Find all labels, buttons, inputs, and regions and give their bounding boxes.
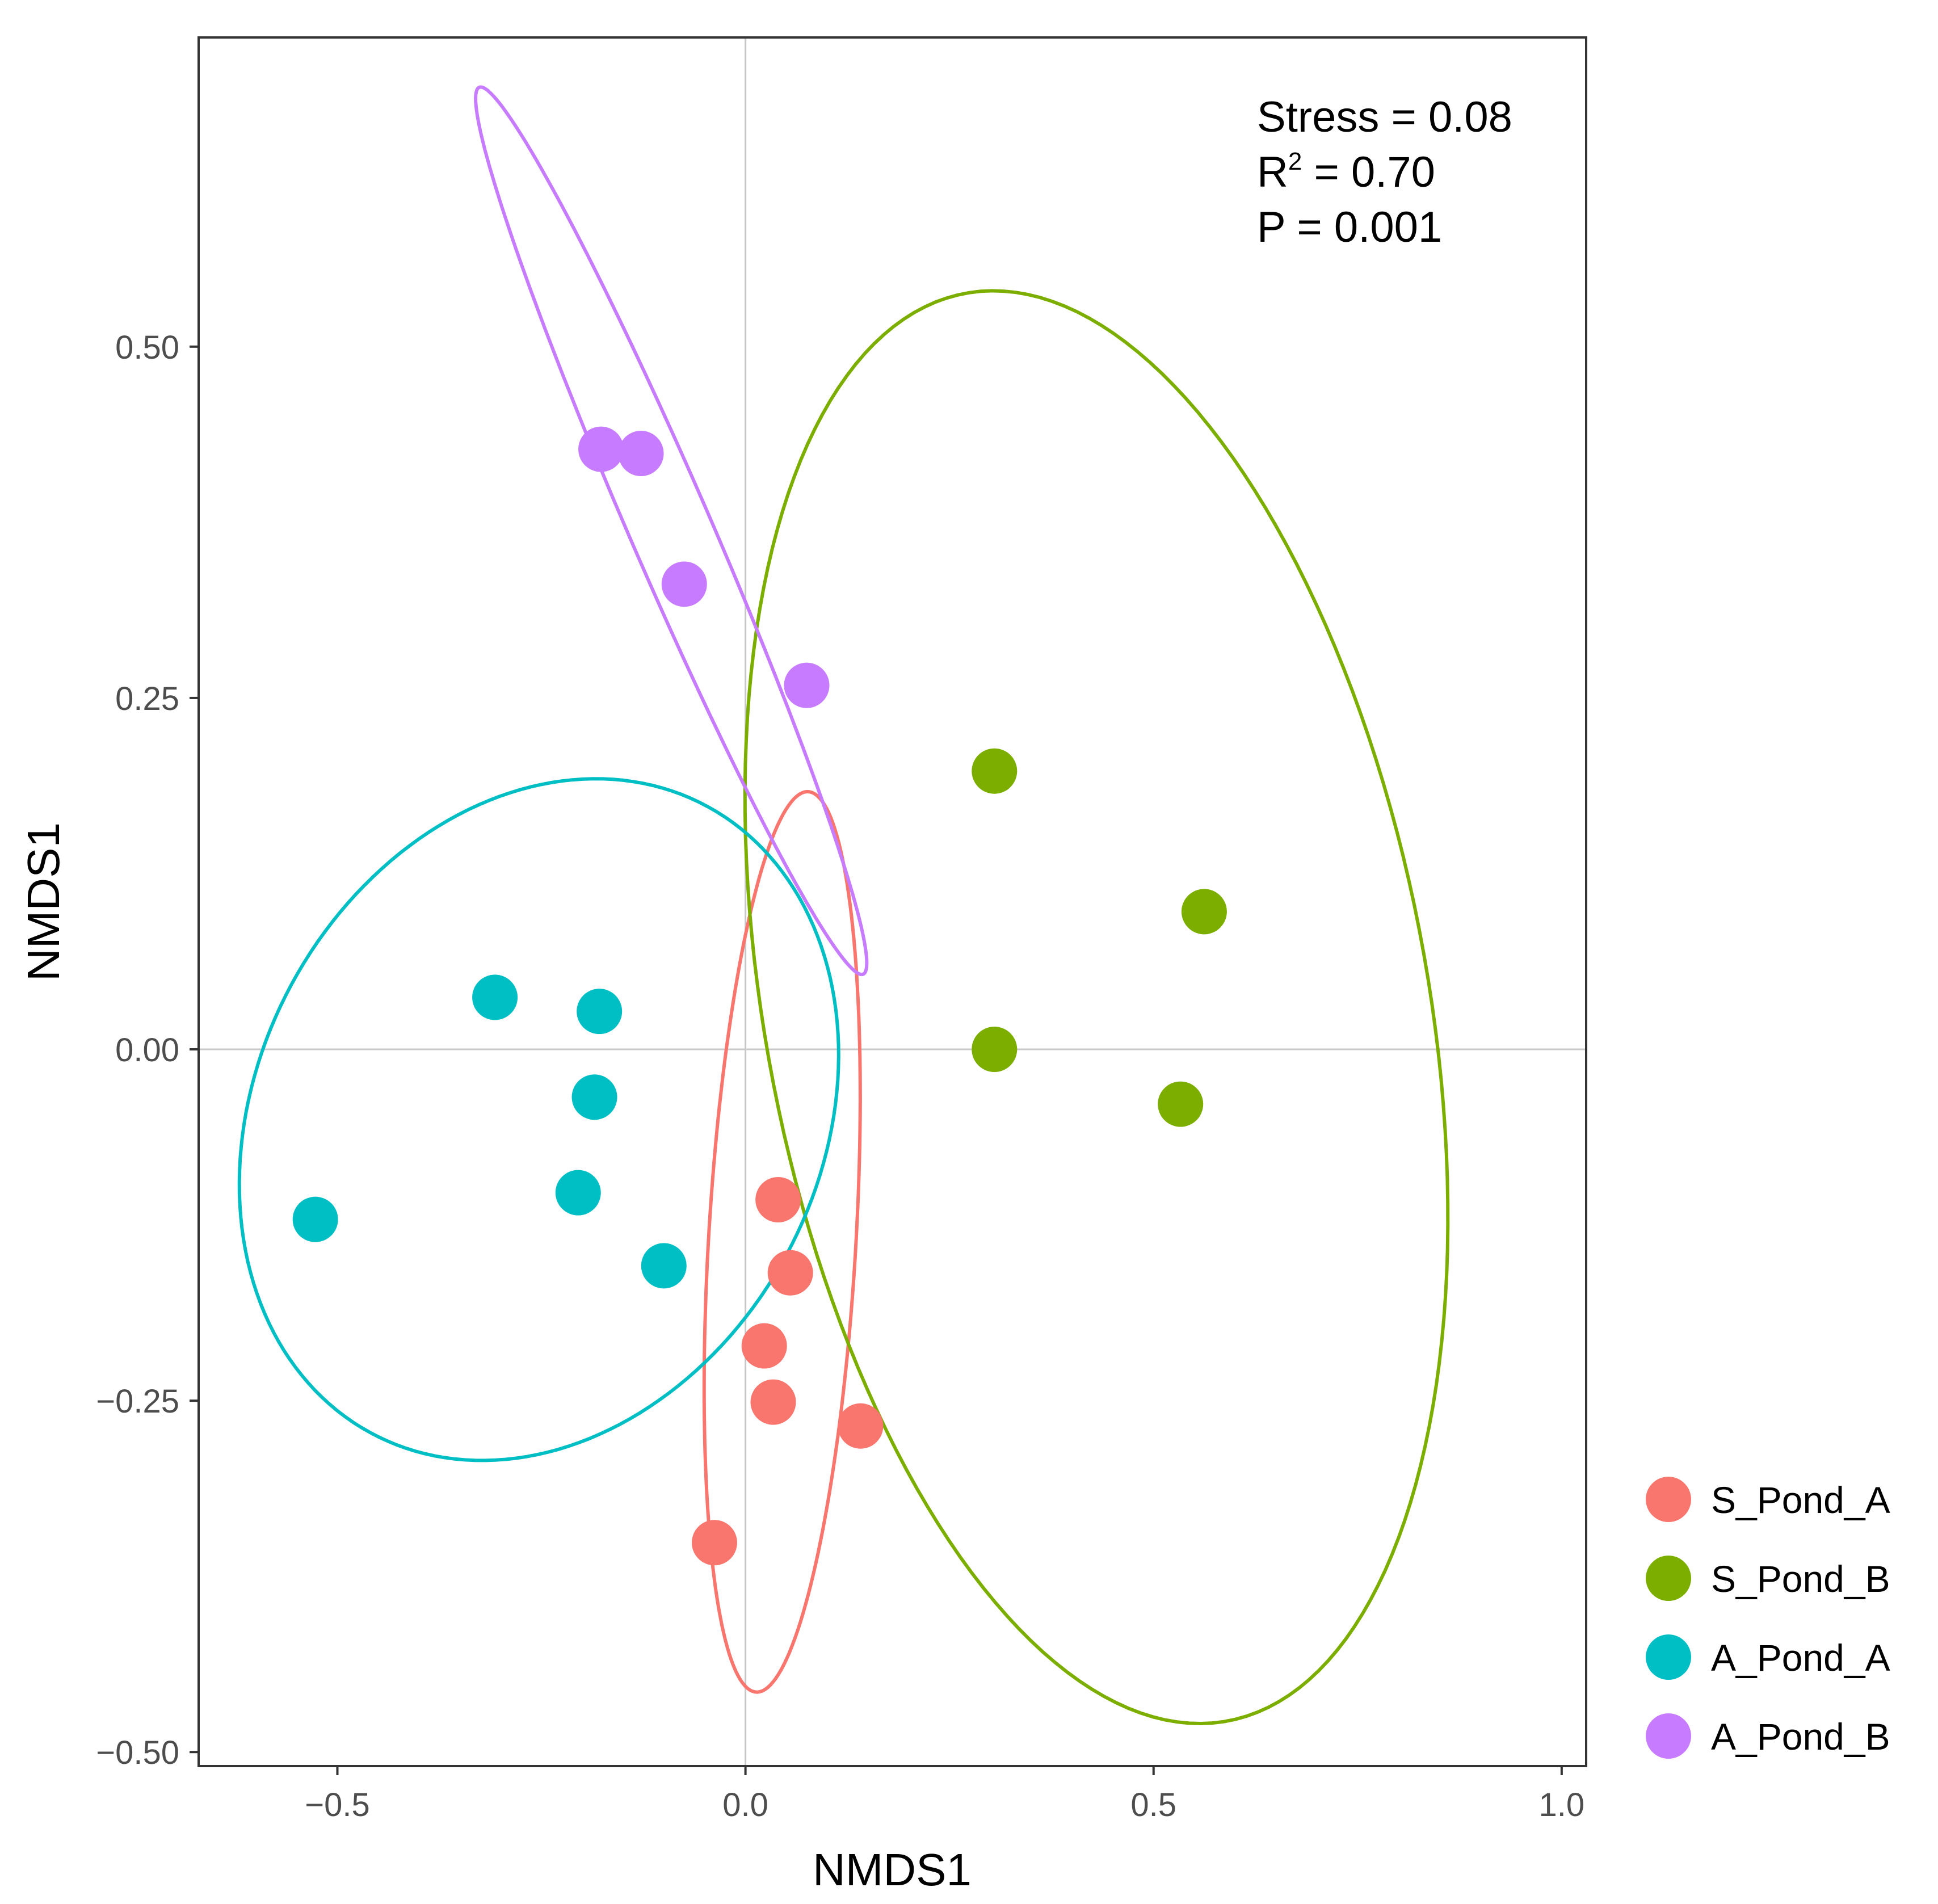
point-S_Pond_A-5 (838, 1403, 884, 1449)
y-tick-label: −0.50 (96, 1734, 179, 1771)
y-tick-label: 0.00 (115, 1032, 179, 1069)
point-S_Pond_B-1 (972, 748, 1018, 794)
legend: S_Pond_A S_Pond_B A_Pond_A A_Pond_B (1646, 1477, 1890, 1759)
ellipse-S_Pond_B (743, 289, 1450, 1726)
legend-label-A_Pond_B: A_Pond_B (1711, 1716, 1890, 1758)
ellipse-A_Pond_B (474, 85, 869, 977)
stats-annotation: Stress = 0.08 R2 = 0.70 P = 0.001 (1257, 93, 1512, 251)
legend-label-S_Pond_A: S_Pond_A (1711, 1479, 1890, 1521)
point-A_Pond_A-4 (555, 1170, 601, 1216)
x-tick-label: 1.0 (1539, 1787, 1585, 1823)
point-S_Pond_A-3 (741, 1323, 787, 1369)
y-tick-label: 0.25 (115, 680, 179, 717)
y-tick-label: −0.25 (96, 1383, 179, 1420)
point-A_Pond_A-6 (641, 1243, 687, 1289)
legend-key-A_Pond_A (1646, 1634, 1691, 1680)
legend-label-S_Pond_B: S_Pond_B (1711, 1558, 1890, 1600)
ellipse-S_Pond_A (702, 789, 862, 1694)
p-value-annotation: P = 0.001 (1257, 203, 1442, 251)
r-squared-symbol: R (1257, 148, 1288, 196)
point-S_Pond_A-6 (691, 1520, 737, 1566)
point-S_Pond_B-4 (1158, 1081, 1204, 1127)
point-S_Pond_B-2 (1181, 889, 1227, 935)
point-A_Pond_B-3 (661, 561, 707, 607)
legend-key-A_Pond_B (1646, 1713, 1691, 1759)
point-A_Pond_A-1 (472, 974, 518, 1020)
point-S_Pond_A-4 (750, 1379, 796, 1425)
point-A_Pond_A-2 (577, 989, 623, 1035)
legend-key-S_Pond_A (1646, 1477, 1691, 1522)
point-S_Pond_A-1 (755, 1177, 801, 1223)
point-A_Pond_B-2 (618, 431, 664, 477)
x-tick-label: −0.5 (305, 1787, 370, 1823)
r-squared-superscript: 2 (1288, 148, 1302, 175)
x-axis: −0.5 0.0 0.5 1.0 (199, 1765, 1586, 1823)
point-S_Pond_A-2 (767, 1250, 813, 1296)
legend-label-A_Pond_A: A_Pond_A (1711, 1637, 1890, 1679)
r-squared-value: = 0.70 (1302, 148, 1435, 196)
x-tick-label: 0.5 (1130, 1787, 1176, 1823)
point-A_Pond_B-1 (578, 426, 624, 472)
point-S_Pond_B-3 (972, 1027, 1018, 1073)
y-axis: −0.50 −0.25 0.00 0.25 0.50 (96, 37, 200, 1771)
point-A_Pond_A-3 (571, 1074, 617, 1120)
point-A_Pond_A-5 (292, 1196, 338, 1242)
ellipse-A_Pond_A (237, 777, 840, 1462)
y-axis-title: NMDS1 (18, 822, 69, 981)
stress-annotation: Stress = 0.08 (1257, 93, 1512, 141)
reference-lines (199, 37, 1586, 1766)
ellipses-layer (237, 85, 1450, 1726)
x-axis-title: NMDS1 (813, 1844, 972, 1895)
r-squared-annotation: R2 = 0.70 (1257, 148, 1435, 196)
point-A_Pond_B-4 (784, 662, 830, 708)
y-tick-label: 0.50 (115, 329, 179, 366)
points-layer (292, 426, 1227, 1566)
legend-key-S_Pond_B (1646, 1556, 1691, 1601)
x-tick-label: 0.0 (722, 1787, 768, 1823)
